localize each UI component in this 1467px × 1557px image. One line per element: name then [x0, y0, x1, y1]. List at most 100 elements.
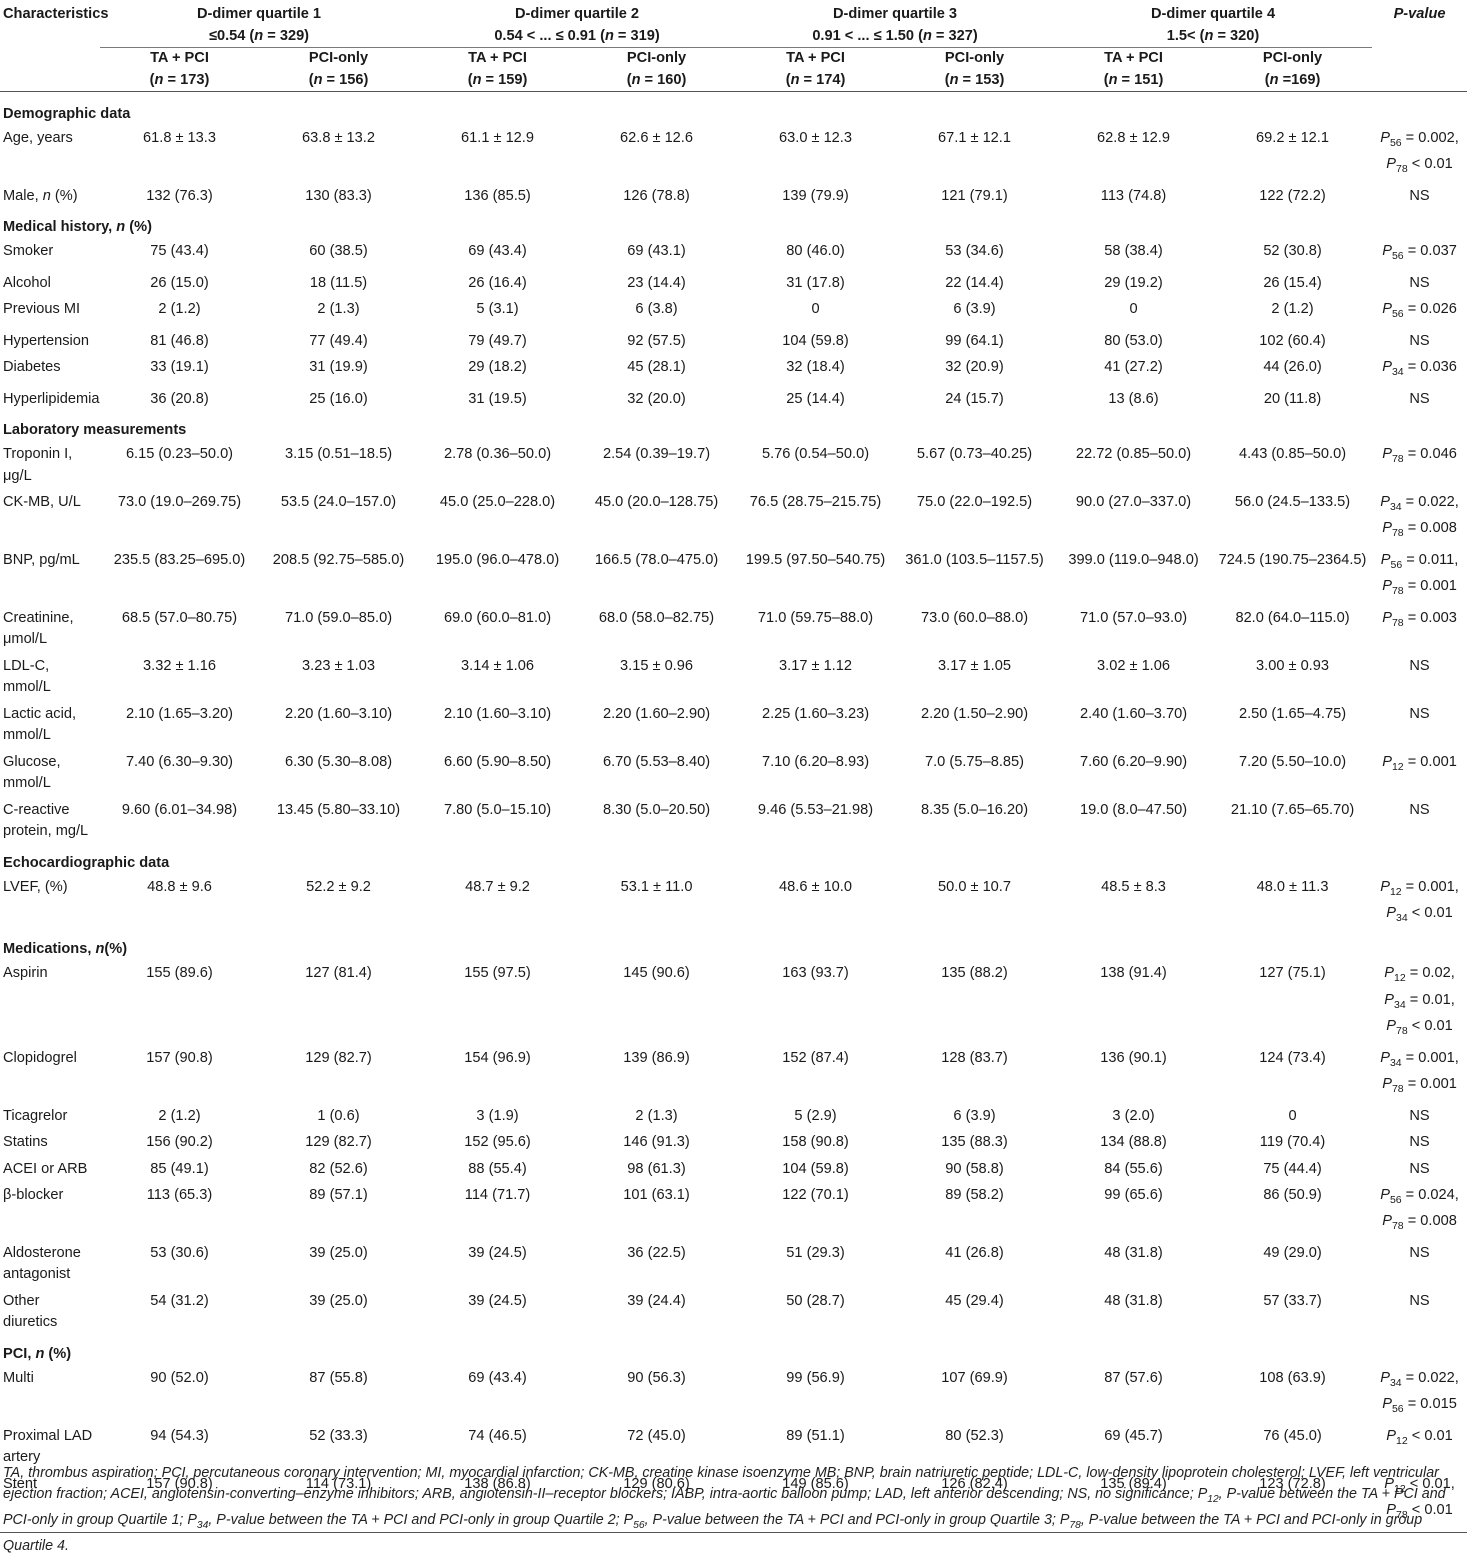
subgroup-label: PCI-only	[626, 50, 687, 66]
row-label: LVEF, (%)	[3, 878, 68, 895]
table-cell: 32 (20.9)	[945, 359, 1004, 376]
p-value-cell: NS	[1409, 390, 1430, 407]
table-cell: 0	[811, 301, 820, 318]
table-cell: 45.0 (20.0–128.75)	[594, 494, 719, 511]
table-cell: 145 (90.6)	[623, 965, 690, 982]
table-cell: 135 (88.3)	[941, 1134, 1008, 1150]
table-cell: 85 (49.1)	[150, 1160, 209, 1177]
subgroup-label: PCI-only	[944, 50, 1005, 66]
table-cell: 119 (70.4)	[1259, 1134, 1326, 1150]
table-cell: 235.5 (83.25–695.0)	[113, 551, 246, 568]
section-title: Medical history, n (%)	[3, 219, 152, 236]
table-cell: 45 (28.1)	[627, 359, 686, 376]
table-cell: 4.43 (0.85–50.0)	[1238, 446, 1347, 463]
table-cell: 1 (0.6)	[317, 1107, 360, 1124]
row-label: Stent	[3, 1475, 38, 1492]
table-cell: 136 (90.1)	[1100, 1049, 1167, 1066]
table-cell: 89 (51.1)	[786, 1427, 845, 1444]
table-cell: 155 (89.6)	[146, 965, 213, 982]
table-row: ACEI or ARB 85 (49.1) 82 (52.6) 88 (55.4) 98…	[0, 1154, 1467, 1181]
subgroup-n: (n = 151)	[1103, 71, 1164, 88]
table-row: β-blocker 113 (65.3) 89 (57.1) 114 (71.7) 10…	[0, 1180, 1467, 1238]
group-title: D-dimer quartile 1	[196, 6, 322, 22]
group-range: ≤0.54 (n = 329)	[208, 27, 310, 44]
table-cell: 90 (58.8)	[945, 1160, 1004, 1177]
table-cell: 113 (65.3)	[146, 1187, 213, 1203]
group-header-q1: D-dimer quartile 1 ≤0.54 (n = 329)	[100, 4, 418, 48]
group-range: 1.5< (n = 320)	[1166, 27, 1260, 44]
table-cell: 25 (14.4)	[786, 390, 845, 407]
table-row: Glucose, mmol/L 7.40 (6.30–9.30) 6.30 (5.30…	[0, 747, 1467, 795]
table-cell: 2.20 (1.60–3.10)	[284, 705, 393, 722]
table-cell: 31 (19.9)	[309, 359, 368, 376]
table-cell: 48.7 ± 9.2	[465, 878, 530, 895]
table-cell: 99 (65.6)	[1104, 1187, 1163, 1203]
row-label: LDL-C, mmol/L	[3, 657, 51, 696]
table-cell: 3.17 ± 1.05	[938, 657, 1011, 674]
table-cell: 154 (96.9)	[464, 1049, 531, 1066]
section-title: Echocardiographic data	[3, 854, 170, 871]
table-cell: 52.2 ± 9.2	[306, 878, 371, 895]
table-cell: 82 (52.6)	[309, 1160, 368, 1177]
table-cell: 8.35 (5.0–16.20)	[920, 801, 1029, 818]
table-cell: 2 (1.3)	[635, 1107, 678, 1124]
subgroup-label: TA + PCI	[150, 50, 209, 66]
subgroup-n: (n =169)	[1264, 71, 1321, 88]
table-cell: 5.76 (0.54–50.0)	[761, 446, 870, 463]
p-value-cell: P34 = 0.001, P78 = 0.001	[1380, 1049, 1459, 1095]
table-cell: 69 (43.1)	[627, 243, 686, 260]
table-cell: 9.46 (5.53–21.98)	[757, 801, 874, 818]
table-row: Aspirin 155 (89.6) 127 (81.4) 155 (97.5) 145…	[0, 958, 1467, 1042]
table-cell: 86 (50.9)	[1263, 1187, 1322, 1203]
row-label: Aspirin	[3, 965, 48, 982]
row-label: Ticagrelor	[3, 1107, 68, 1124]
table-cell: 26 (16.4)	[468, 274, 527, 291]
table-cell: 108 (63.9)	[1259, 1369, 1326, 1386]
table-cell: 71.0 (59.0–85.0)	[284, 609, 393, 626]
row-label: Hypertension	[3, 332, 89, 349]
table-cell: 69.0 (60.0–81.0)	[443, 609, 552, 626]
group-range: 0.54 < ... ≤ 0.91 (n = 319)	[494, 27, 660, 44]
table-cell: 6 (3.9)	[953, 1107, 996, 1124]
section-title: Demographic data	[3, 106, 131, 122]
table-cell: 39 (25.0)	[309, 1244, 368, 1261]
table-cell: 60 (38.5)	[309, 243, 368, 260]
table-cell: 135 (89.4)	[1100, 1475, 1167, 1492]
table-cell: 166.5 (78.0–475.0)	[594, 551, 719, 568]
table-cell: 88 (55.4)	[468, 1160, 527, 1177]
p-value-cell: NS	[1409, 1292, 1430, 1309]
table-cell: 3.02 ± 1.06	[1097, 657, 1170, 674]
table-cell: 123 (72.8)	[1259, 1475, 1326, 1492]
table-cell: 3 (1.9)	[476, 1107, 519, 1124]
group-title: D-dimer quartile 2	[514, 6, 640, 22]
table-cell: 22 (14.4)	[945, 274, 1004, 291]
p-value-cell: P12 < 0.01, P78 < 0.01	[1384, 1475, 1455, 1521]
p-value-cell: P56 = 0.011, P78 = 0.001	[1380, 551, 1459, 598]
p-value-cell: P78 = 0.046	[1382, 446, 1457, 465]
table-cell: 69 (43.4)	[468, 243, 527, 260]
p-value-cell: P12 = 0.001, P34 < 0.01	[1380, 878, 1459, 924]
table-cell: 29 (18.2)	[468, 359, 527, 376]
table-cell: 152 (95.6)	[464, 1134, 531, 1150]
table-cell: 82.0 (64.0–115.0)	[1235, 609, 1350, 626]
table-row: C-reactive protein, mg/L 9.60 (6.01–34.98)…	[0, 795, 1467, 843]
table-cell: 3.15 ± 0.96	[620, 657, 693, 674]
p-value-cell: P56 = 0.002, P78 < 0.01	[1380, 130, 1459, 176]
table-cell: 24 (15.7)	[945, 390, 1004, 407]
p-value-cell: P12 < 0.01	[1386, 1427, 1453, 1447]
table-cell: 2.20 (1.50–2.90)	[920, 705, 1029, 722]
table-cell: 51 (29.3)	[786, 1244, 845, 1261]
row-label: β-blocker	[3, 1187, 64, 1203]
table-row: CK-MB, U/L 73.0 (19.0–269.75) 53.5 (24.0–1…	[0, 487, 1467, 545]
p-value-cell: NS	[1409, 1160, 1430, 1177]
row-label: Proximal LAD artery	[3, 1427, 93, 1466]
table-cell: 13 (8.6)	[1108, 390, 1159, 407]
table-cell: 3.23 ± 1.03	[302, 657, 375, 674]
table-cell: 53.5 (24.0–157.0)	[280, 494, 397, 511]
table-cell: 129 (80.6)	[623, 1475, 690, 1492]
table-cell: 71.0 (59.75–88.0)	[757, 609, 874, 626]
table-cell: 3.14 ± 1.06	[461, 657, 534, 674]
p-value-cell: P12 = 0.001	[1382, 753, 1457, 773]
table-cell: 62.6 ± 12.6	[620, 130, 693, 146]
row-label: Aldosterone antagonist	[3, 1244, 81, 1283]
